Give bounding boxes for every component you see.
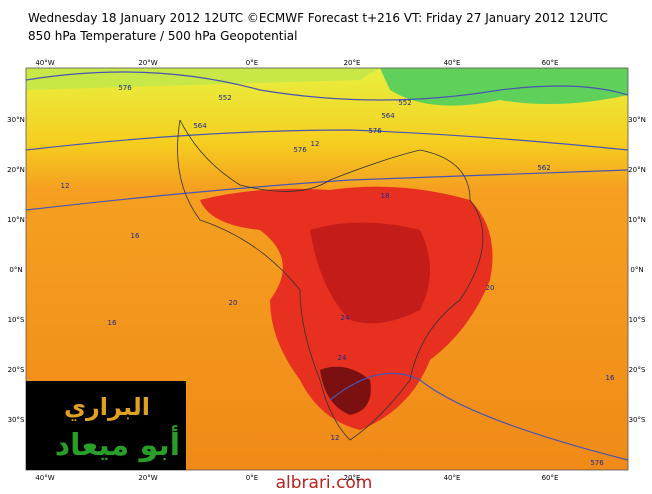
contour-label: 576 [590, 459, 604, 467]
contour-label: 18 [381, 192, 390, 200]
latitude-label: 20°S [629, 366, 646, 374]
longitude-label: 0°E [246, 474, 258, 482]
contour-label: 20 [486, 284, 495, 292]
latitude-label: 10°S [8, 316, 25, 324]
longitude-label: 40°W [35, 474, 54, 482]
latitude-label: 10°N [7, 216, 25, 224]
longitude-label: 20°E [344, 59, 361, 67]
latitude-label: 10°S [629, 316, 646, 324]
latitude-label: 20°S [8, 366, 25, 374]
contour-label: 16 [131, 232, 140, 240]
title: Wednesday 18 January 2012 12UTC ©ECMWF F… [28, 11, 608, 25]
contour-label: 12 [61, 182, 70, 190]
contour-label: 16 [606, 374, 615, 382]
longitude-label: 40°W [35, 59, 54, 67]
latitude-label: 30°S [8, 416, 25, 424]
latitude-label: 0°N [9, 266, 22, 274]
latitude-label: 10°N [628, 216, 646, 224]
latitude-label: 20°N [628, 166, 646, 174]
latitude-label: 0°N [630, 266, 643, 274]
contour-label: 12 [331, 434, 340, 442]
contour-label: 24 [338, 354, 347, 362]
longitude-label: 0°E [246, 59, 258, 67]
latitude-label: 20°N [7, 166, 25, 174]
latitude-label: 30°N [7, 116, 25, 124]
contour-label: 16 [108, 319, 117, 327]
longitude-label: 60°E [542, 474, 559, 482]
contour-label: 24 [341, 314, 350, 322]
contour-label: 20 [229, 299, 238, 307]
longitude-label: 60°E [542, 59, 559, 67]
logo-box [26, 381, 186, 470]
contour-label: 562 [537, 164, 550, 172]
contour-label: 576 [368, 127, 382, 135]
latitude-label: 30°N [628, 116, 646, 124]
contour-label: 564 [381, 112, 395, 120]
longitude-label: 20°E [344, 474, 361, 482]
contour-label: 552 [218, 94, 231, 102]
contour-label: 12 [311, 140, 320, 148]
subtitle: 850 hPa Temperature / 500 hPa Geopotenti… [28, 29, 298, 43]
longitude-label: 20°W [138, 474, 157, 482]
contour-label: 552 [398, 99, 411, 107]
latitude-label: 30°S [629, 416, 646, 424]
contour-label: 564 [193, 122, 207, 130]
longitude-label: 40°E [444, 59, 461, 67]
contour-label: 576 [293, 146, 307, 154]
logo-line2: أبو ميعاد [55, 425, 180, 463]
contour-label: 576 [118, 84, 132, 92]
logo-line1: البراري [64, 393, 150, 421]
longitude-label: 20°W [138, 59, 157, 67]
website: albrari.com [276, 473, 373, 493]
longitude-label: 40°E [444, 474, 461, 482]
